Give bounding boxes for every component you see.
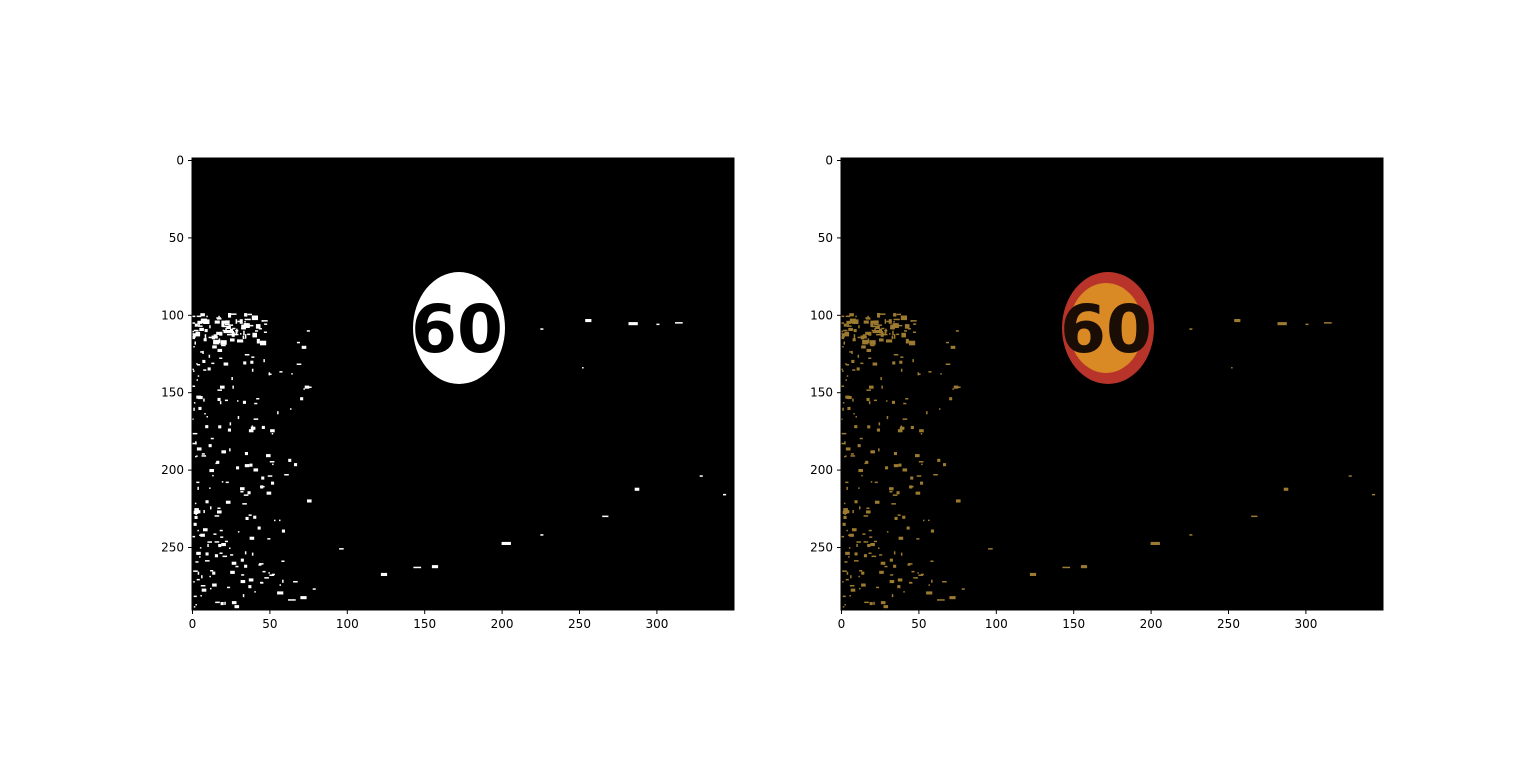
y-axis: 0 50 100 150 200 250 xyxy=(810,154,841,555)
x-tick-label: 200 xyxy=(1140,617,1163,631)
image-background xyxy=(192,158,734,610)
x-tick-label: 300 xyxy=(1294,617,1317,631)
x-axis: 0 50 100 150 200 250 300 xyxy=(838,610,1317,631)
mask-speckles xyxy=(192,313,727,609)
sign-number: 60 xyxy=(1060,291,1152,368)
x-axis: 0 50 100 150 200 250 300 xyxy=(189,610,668,631)
x-tick-label: 0 xyxy=(189,617,197,631)
image-background xyxy=(841,158,1383,610)
y-tick-label: 0 xyxy=(176,154,184,168)
x-tick-label: 150 xyxy=(413,617,436,631)
y-tick-label: 0 xyxy=(825,154,833,168)
x-tick-label: 0 xyxy=(838,617,846,631)
x-tick-label: 100 xyxy=(336,617,359,631)
sign-disk: 60 xyxy=(411,272,505,384)
y-tick-label: 200 xyxy=(810,463,833,477)
x-tick-label: 300 xyxy=(645,617,668,631)
y-tick-label: 250 xyxy=(161,541,184,555)
y-tick-label: 100 xyxy=(161,308,184,322)
x-tick-label: 50 xyxy=(911,617,926,631)
y-tick-label: 50 xyxy=(818,231,833,245)
x-tick-label: 250 xyxy=(1217,617,1240,631)
sign-number: 60 xyxy=(411,291,503,368)
x-tick-label: 150 xyxy=(1062,617,1085,631)
y-tick-label: 150 xyxy=(810,386,833,400)
y-axis: 0 50 100 150 200 250 xyxy=(161,154,192,555)
y-tick-label: 150 xyxy=(161,386,184,400)
x-tick-label: 250 xyxy=(568,617,591,631)
y-tick-label: 250 xyxy=(810,541,833,555)
x-tick-label: 200 xyxy=(491,617,514,631)
x-tick-label: 100 xyxy=(985,617,1008,631)
panel-masked-color: 60 0 50 100 150 200 250 300 0 50 100 150 200 250 xyxy=(810,154,1384,631)
y-tick-label: 50 xyxy=(169,231,184,245)
sign-disk-color: 60 xyxy=(1060,272,1154,384)
y-tick-label: 200 xyxy=(161,463,184,477)
y-tick-label: 100 xyxy=(810,308,833,322)
color-speckles xyxy=(841,313,1376,609)
x-tick-label: 50 xyxy=(262,617,277,631)
panel-binary-mask: 60 0 50 100 150 200 250 300 0 50 100 150 200 250 xyxy=(161,154,735,631)
